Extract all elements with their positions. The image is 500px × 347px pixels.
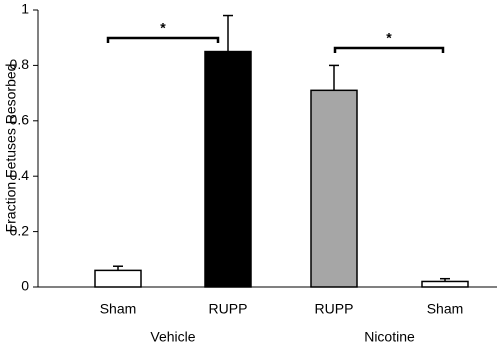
group-label: Nicotine xyxy=(364,329,415,345)
significance-bracket xyxy=(333,46,445,53)
bar xyxy=(204,50,252,288)
bar xyxy=(310,89,358,288)
y-axis-label: Fraction Fetuses Resorbed xyxy=(3,64,19,233)
bar xyxy=(421,280,469,288)
significance-bracket xyxy=(106,36,220,43)
annotation: * xyxy=(386,30,392,46)
y-tick-label: 0.6 xyxy=(10,112,30,128)
y-tick-label: 0.2 xyxy=(10,222,30,238)
y-tick-label: 0.8 xyxy=(10,56,30,72)
annotation: * xyxy=(160,20,166,36)
x-tick-label: Sham xyxy=(100,301,137,317)
group-label: Vehicle xyxy=(150,329,195,345)
y-tick-label: 0 xyxy=(21,278,29,294)
bar xyxy=(94,269,142,288)
x-tick-label: RUPP xyxy=(209,301,248,317)
y-tick-label: 0.4 xyxy=(10,167,30,183)
x-tick-label: Sham xyxy=(427,301,464,317)
y-tick-label: 1 xyxy=(21,1,29,17)
x-tick-label: RUPP xyxy=(315,301,354,317)
